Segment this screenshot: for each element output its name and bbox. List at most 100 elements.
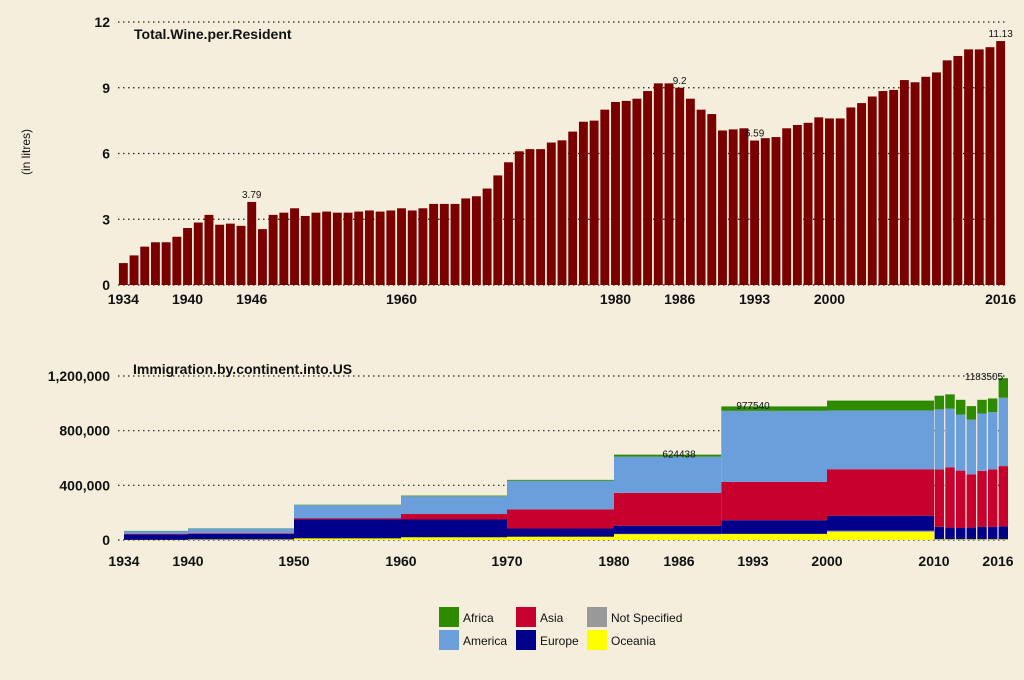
immigration-area-oceania — [188, 539, 294, 540]
immigration-area-america — [294, 505, 401, 519]
wine-bar — [675, 87, 685, 285]
wine-bar — [760, 138, 770, 285]
immigration-area-not-specified — [827, 530, 934, 532]
immigration-area-asia — [401, 514, 507, 520]
immigration-area-europe — [955, 528, 966, 540]
immigration-area-africa — [934, 395, 945, 410]
immigration-y-ticks: 0 400,000 800,000 1,200,000 — [48, 368, 111, 548]
wine-bar — [471, 196, 481, 285]
immigration-area-america — [614, 456, 722, 493]
wine-data-label: 11.13 — [989, 29, 1014, 40]
wine-bar — [653, 83, 663, 285]
wine-bar — [407, 210, 417, 285]
wine-bar — [429, 203, 439, 285]
legend-label: America — [463, 634, 507, 648]
immigration-area-america — [998, 397, 1008, 467]
immigration-area-asia — [124, 533, 188, 535]
immigration-y-tick-label: 400,000 — [59, 477, 110, 493]
immigration-data-label: 624438 — [662, 449, 696, 460]
immigration-area-america — [507, 480, 614, 510]
immigration-x-tick-label: 2000 — [811, 553, 842, 569]
immigration-y-tick-label: 800,000 — [59, 423, 110, 439]
immigration-area-europe — [827, 515, 934, 531]
immigration-area-europe — [124, 534, 188, 540]
wine-bar — [632, 98, 642, 285]
immigration-area-africa — [966, 406, 977, 420]
wine-bar — [118, 263, 128, 285]
immigration-area-asia — [998, 466, 1008, 527]
legend-swatch-europe — [516, 630, 536, 650]
wine-bar — [568, 131, 578, 285]
immigration-area-oceania — [945, 539, 955, 540]
immigration-x-tick-label: 1934 — [108, 553, 139, 569]
wine-bar — [835, 118, 845, 285]
wine-bar — [942, 60, 952, 285]
immigration-area-america — [124, 530, 188, 534]
wine-bar — [204, 214, 214, 285]
immigration-data-label: 1183505 — [965, 372, 1004, 383]
wine-bar — [311, 212, 321, 285]
wine-bar — [193, 222, 203, 285]
immigration-stacked-areas — [124, 378, 1008, 541]
immigration-area-africa — [977, 399, 987, 414]
immigration-x-tick-label: 1950 — [278, 553, 309, 569]
immigration-area-asia — [721, 481, 827, 521]
immigration-area-asia — [977, 470, 987, 527]
immigration-x-tick-label: 1986 — [663, 553, 694, 569]
immigration-area-europe — [507, 528, 614, 537]
immigration-area-oceania — [294, 538, 401, 540]
wine-bar — [397, 208, 406, 285]
immigration-area-asia — [507, 509, 614, 529]
immigration-area-oceania — [966, 539, 977, 540]
immigration-area-oceania — [401, 537, 507, 540]
wine-bar — [322, 211, 332, 285]
wine-bar — [546, 142, 556, 285]
wine-y-tick-label: 6 — [102, 146, 110, 162]
wine-x-tick-label: 2000 — [814, 291, 845, 307]
wine-bar — [290, 208, 299, 285]
legend-label: Oceania — [611, 634, 656, 648]
wine-bar — [621, 100, 631, 286]
wine-bar — [364, 210, 374, 285]
wine-bar — [439, 203, 449, 285]
wine-x-tick-label: 1993 — [739, 291, 770, 307]
wine-bar — [386, 210, 396, 285]
immigration-area-america — [955, 414, 966, 471]
immigration-area-europe — [945, 527, 955, 540]
wine-bar — [825, 118, 834, 285]
wine-bar — [236, 225, 246, 285]
immigration-area-asia — [934, 469, 945, 527]
immigration-area-africa — [987, 398, 998, 413]
immigration-area-oceania — [614, 534, 722, 540]
wine-bar — [300, 215, 310, 285]
legend: Africa America Asia Europe Not Specified Ocea… — [439, 607, 682, 650]
wine-bar — [268, 214, 278, 285]
wine-y-tick-label: 12 — [94, 14, 110, 30]
wine-chart-title: Total.Wine.per.Resident — [134, 26, 292, 42]
legend-swatch-oceania — [587, 630, 607, 650]
wine-bar — [461, 198, 471, 285]
immigration-area-africa — [721, 406, 827, 411]
wine-x-ticks: 1934 1940 1946 1960 1980 1986 1993 2000 2016 — [108, 291, 1017, 307]
wine-x-tick-label: 1980 — [600, 291, 631, 307]
legend-swatch-asia — [516, 607, 536, 627]
wine-bar — [750, 140, 760, 285]
immigration-area-oceania — [721, 533, 827, 540]
immigration-area-europe — [934, 526, 945, 540]
wine-bar — [782, 128, 792, 285]
wine-bar — [332, 212, 342, 285]
immigration-area-europe — [987, 526, 998, 540]
legend-label: Africa — [463, 611, 494, 625]
immigration-area-oceania — [507, 536, 614, 540]
wine-bar — [889, 89, 899, 285]
wine-bar — [343, 212, 353, 285]
immigration-area-europe — [294, 519, 401, 539]
wine-bar — [739, 128, 749, 285]
wine-bar — [183, 228, 192, 285]
wine-bar — [899, 80, 909, 286]
wine-y-tick-label: 9 — [102, 80, 110, 96]
immigration-area-oceania — [934, 539, 945, 540]
immigration-area-africa — [945, 394, 955, 409]
immigration-area-asia — [614, 492, 722, 526]
wine-bar — [257, 229, 267, 285]
